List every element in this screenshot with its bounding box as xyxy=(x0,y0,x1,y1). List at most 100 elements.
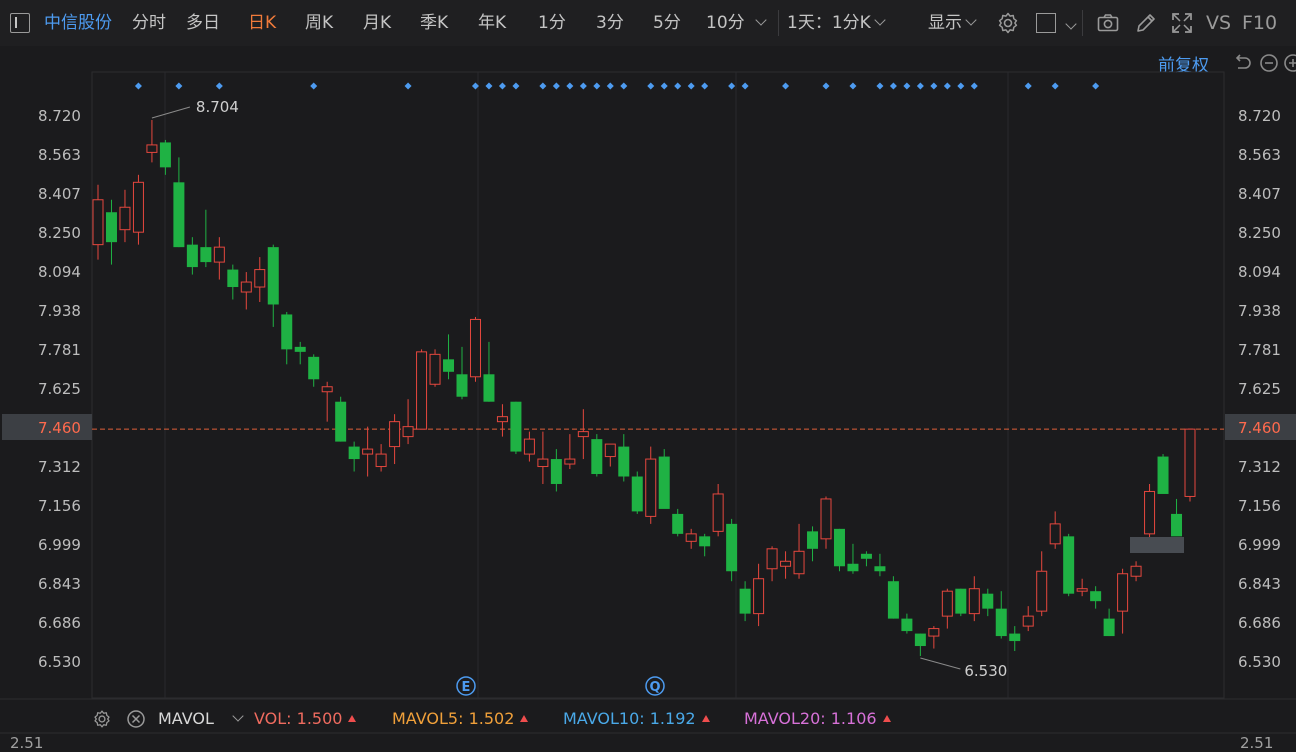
up-arrow-icon xyxy=(520,715,529,722)
price-tick-right: 6.686 xyxy=(1238,614,1281,632)
candle-body xyxy=(389,421,401,448)
candle-body xyxy=(564,458,576,465)
event-marker-diamond xyxy=(512,82,520,90)
candle-body xyxy=(1009,633,1021,642)
candle-body xyxy=(281,314,293,350)
tab-intraday[interactable]: 分时 xyxy=(132,13,166,33)
camera-icon[interactable] xyxy=(1096,11,1120,35)
vol-label: VOL: xyxy=(254,709,292,728)
candle-body xyxy=(105,212,117,243)
event-marker-diamond xyxy=(674,82,682,90)
event-marker-diamond xyxy=(782,82,790,90)
event-marker-diamond xyxy=(660,82,668,90)
candle-body xyxy=(847,563,859,572)
tab-10min[interactable]: 10分 xyxy=(706,0,767,46)
candle-body xyxy=(995,608,1007,637)
price-tick-right: 8.720 xyxy=(1238,107,1281,125)
price-tick-left: 8.094 xyxy=(38,263,81,281)
candle-body xyxy=(1103,618,1115,637)
candle-body xyxy=(726,523,738,572)
fullscreen-icon[interactable] xyxy=(1170,11,1194,35)
candle-body xyxy=(874,566,886,572)
candle-body xyxy=(496,416,508,423)
display-dropdown[interactable]: 显示 xyxy=(928,0,977,46)
candle-body xyxy=(685,533,697,542)
candle-body xyxy=(955,588,967,614)
tab-yearly-k[interactable]: 年K xyxy=(478,13,507,33)
plot-frame xyxy=(91,71,1225,699)
event-q-icon-label: Q xyxy=(649,680,660,695)
tab-daily-k[interactable]: 日K xyxy=(248,13,277,33)
event-markers xyxy=(134,82,1100,90)
grid-lines xyxy=(0,71,1296,734)
close-icon[interactable] xyxy=(126,709,146,729)
candle-body xyxy=(604,443,616,458)
indicator-select[interactable]: MAVOL xyxy=(158,709,244,728)
candle-body xyxy=(887,581,899,619)
f10-button[interactable]: F10 xyxy=(1242,12,1278,34)
price-tick-left: 6.999 xyxy=(38,536,81,554)
price-tick-right: 8.094 xyxy=(1238,263,1281,281)
candle-body xyxy=(968,588,980,615)
tab-monthly-k[interactable]: 月K xyxy=(363,13,392,33)
tab-weekly-k[interactable]: 周K xyxy=(305,13,334,33)
tab-quarterly-k[interactable]: 季K xyxy=(420,13,449,33)
zoom-in-icon[interactable] xyxy=(1283,53,1296,73)
price-tick-right: 7.781 xyxy=(1238,341,1281,359)
candle-body xyxy=(753,578,765,615)
candle-body xyxy=(456,374,468,397)
price-tick-left: 6.686 xyxy=(38,614,81,632)
zoom-out-icon[interactable] xyxy=(1259,53,1279,73)
candle-body xyxy=(914,633,926,647)
event-marker-diamond xyxy=(593,82,601,90)
candle-body xyxy=(712,493,724,532)
price-tick-left: 8.407 xyxy=(38,185,81,203)
square-tool-icon[interactable] xyxy=(1036,13,1056,33)
tab-5min[interactable]: 5分 xyxy=(653,13,681,33)
chevron-down-icon[interactable] xyxy=(1065,18,1077,30)
price-tick-left: 8.250 xyxy=(38,224,81,242)
undo-icon[interactable] xyxy=(1232,53,1252,73)
candle-body xyxy=(739,588,751,614)
vol-value: 1.500 xyxy=(296,709,343,728)
tab-3min[interactable]: 3分 xyxy=(596,13,624,33)
tab-1min[interactable]: 1分 xyxy=(538,13,566,33)
chevron-down-icon xyxy=(965,14,977,26)
event-marker-diamond xyxy=(566,82,574,90)
stock-name[interactable]: 中信股份 xyxy=(44,13,112,33)
vs-button[interactable]: VS xyxy=(1206,12,1232,34)
candle-body xyxy=(119,206,131,231)
mavol20-readout: MAVOL20: 1.106 xyxy=(744,709,891,728)
pencil-icon[interactable] xyxy=(1134,11,1158,35)
event-marker-diamond xyxy=(822,82,830,90)
candle-body xyxy=(793,550,805,575)
indicator-name: MAVOL xyxy=(158,709,214,728)
price-tick-left: 7.938 xyxy=(38,302,81,320)
candle-body xyxy=(469,318,481,378)
gear-icon[interactable] xyxy=(92,709,112,729)
event-marker-diamond xyxy=(539,82,547,90)
candle-body xyxy=(577,431,589,438)
candle-body xyxy=(941,590,953,617)
candle-body xyxy=(92,199,104,246)
price-tick-right: 6.843 xyxy=(1238,575,1281,593)
event-marker-diamond xyxy=(552,82,560,90)
chart-toolbar: 中信股份 分时 多日 日K 周K 月K 季K 年K 1分 3分 5分 10分 1… xyxy=(0,0,1296,46)
mavol5-value: 1.502 xyxy=(468,709,515,728)
candle-body xyxy=(362,448,374,455)
period-combo-dropdown[interactable]: 1天：1分K xyxy=(787,0,886,46)
candle-body xyxy=(308,356,320,380)
candle-body xyxy=(254,269,266,288)
gear-icon[interactable] xyxy=(996,11,1020,35)
sidebar-toggle-icon[interactable] xyxy=(10,13,30,33)
candle-body xyxy=(132,181,144,233)
candle-body xyxy=(146,144,158,153)
adjust-mode-label[interactable]: 前复权 xyxy=(1158,56,1209,76)
event-marker-diamond xyxy=(647,82,655,90)
tab-multi-day[interactable]: 多日 xyxy=(186,13,220,33)
price-tick-left: 7.781 xyxy=(38,341,81,359)
price-tick-left: 7.625 xyxy=(38,380,81,398)
price-tick-right: 7.625 xyxy=(1238,380,1281,398)
candle-body xyxy=(807,531,819,549)
